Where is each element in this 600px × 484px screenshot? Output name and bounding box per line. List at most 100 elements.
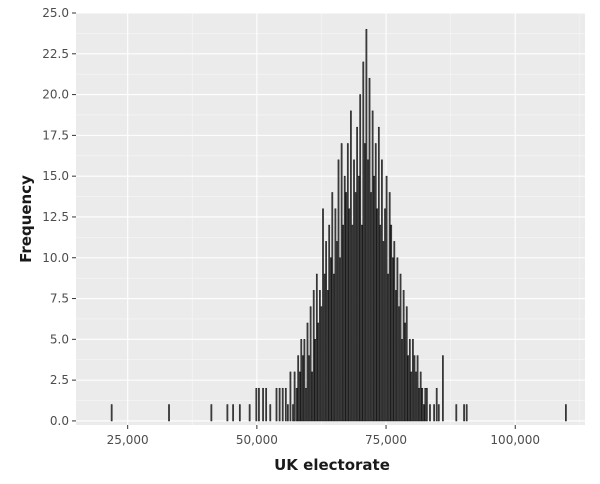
histogram-bar — [402, 290, 405, 422]
histogram-bar — [340, 143, 343, 422]
histogram-bar — [408, 339, 411, 422]
histogram-bar — [359, 94, 362, 422]
histogram-bar — [435, 387, 438, 422]
histogram-bar — [337, 159, 340, 422]
x-tick-label: 100,000 — [490, 433, 540, 447]
histogram-bar — [565, 404, 567, 422]
histogram-bar — [289, 371, 292, 422]
histogram-bar — [315, 273, 318, 422]
y-tick-label: 0.0 — [50, 414, 69, 428]
histogram-bar — [393, 241, 396, 422]
bars — [110, 29, 567, 422]
histogram-bar — [336, 241, 338, 422]
x-axis-ticks: 25,000 50,000 75,000 100,000 — [107, 425, 540, 447]
histogram-bar — [391, 257, 394, 422]
histogram-bar — [342, 224, 345, 422]
histogram-bar — [384, 208, 386, 422]
histogram-bar — [308, 355, 310, 422]
histogram-bar — [226, 404, 229, 422]
histogram-bar — [248, 404, 251, 422]
histogram-bar — [422, 404, 425, 422]
histogram-bar — [265, 387, 268, 422]
histogram-bar — [322, 208, 324, 422]
histogram-bar — [365, 29, 368, 422]
y-tick-label: 5.0 — [50, 332, 69, 346]
histogram-bar — [325, 241, 327, 422]
histogram-bar — [401, 339, 403, 422]
histogram-bar — [364, 143, 366, 422]
x-tick-label: 50,000 — [236, 433, 278, 447]
histogram-bar — [426, 387, 428, 422]
histogram-bar — [262, 387, 264, 422]
histogram-bar — [339, 257, 341, 422]
y-tick-label: 17.5 — [42, 128, 69, 142]
y-tick-label: 20.0 — [42, 88, 69, 102]
histogram-bar — [398, 306, 400, 422]
histogram-bar — [429, 404, 431, 422]
histogram-bar — [258, 387, 260, 422]
histogram-bar — [275, 387, 278, 422]
y-tick-label: 10.0 — [42, 251, 69, 265]
histogram-bar — [356, 126, 358, 422]
histogram-bar — [377, 126, 380, 422]
y-tick-label: 7.5 — [50, 292, 69, 306]
histogram-bar — [281, 387, 284, 422]
histogram-bar — [405, 306, 408, 422]
histogram-bar — [412, 339, 414, 422]
histogram-bar — [373, 175, 376, 422]
x-tick-label: 25,000 — [107, 433, 149, 447]
histogram-bar — [368, 77, 371, 422]
histogram-bar — [357, 175, 360, 422]
y-tick-label: 25.0 — [42, 6, 69, 20]
histogram-bar — [404, 322, 407, 422]
histogram-bar — [387, 273, 389, 422]
histogram-bar — [351, 224, 354, 422]
x-axis-title: UK electorate — [274, 456, 390, 474]
histogram-bar — [370, 192, 372, 422]
histogram-bar — [353, 159, 355, 422]
histogram-bar — [232, 404, 234, 422]
histogram-bar — [374, 143, 377, 422]
histogram-bar — [376, 208, 379, 422]
histogram-bar — [284, 387, 287, 422]
histogram-bar — [385, 175, 388, 422]
histogram-bar — [360, 224, 363, 422]
histogram-bar — [395, 290, 397, 422]
histogram-bar — [317, 322, 320, 422]
histogram-bar — [419, 371, 422, 422]
histogram-bar — [371, 110, 374, 422]
histogram-bar — [298, 371, 301, 422]
histogram-bar — [345, 192, 348, 422]
histogram-bar — [421, 387, 424, 422]
y-tick-label: 15.0 — [42, 169, 69, 183]
histogram-bar — [424, 387, 427, 422]
histogram-bar — [343, 175, 346, 422]
histogram-bar — [437, 404, 440, 422]
histogram-bar — [295, 387, 298, 422]
histogram-bar — [465, 404, 468, 422]
histogram-bar — [323, 273, 326, 422]
histogram-bar — [350, 110, 352, 422]
histogram-bar — [367, 159, 369, 422]
y-tick-label: 2.5 — [50, 373, 69, 387]
histogram-bar — [305, 387, 307, 422]
histogram-bar — [334, 208, 337, 422]
histogram-bar — [168, 404, 170, 422]
histogram-bar — [287, 404, 289, 422]
histogram-bar — [381, 159, 383, 422]
histogram-bar — [303, 339, 306, 422]
histogram-bar — [346, 143, 349, 422]
histogram-bar — [463, 404, 465, 422]
histogram-bar — [433, 404, 435, 422]
histogram-bar — [333, 273, 335, 422]
y-axis-ticks: 0.0 2.5 5.0 7.5 10.0 12.5 15.0 17.5 20.0 22.5 25.0 — [42, 6, 76, 428]
histogram-bar — [302, 355, 304, 422]
histogram-bar — [314, 339, 317, 422]
histogram-bar — [309, 306, 312, 422]
histogram-bar — [407, 355, 410, 422]
histogram-bar — [238, 404, 241, 422]
histogram-bar — [410, 371, 413, 422]
histogram-bar — [382, 241, 385, 422]
histogram-bar — [300, 339, 303, 422]
